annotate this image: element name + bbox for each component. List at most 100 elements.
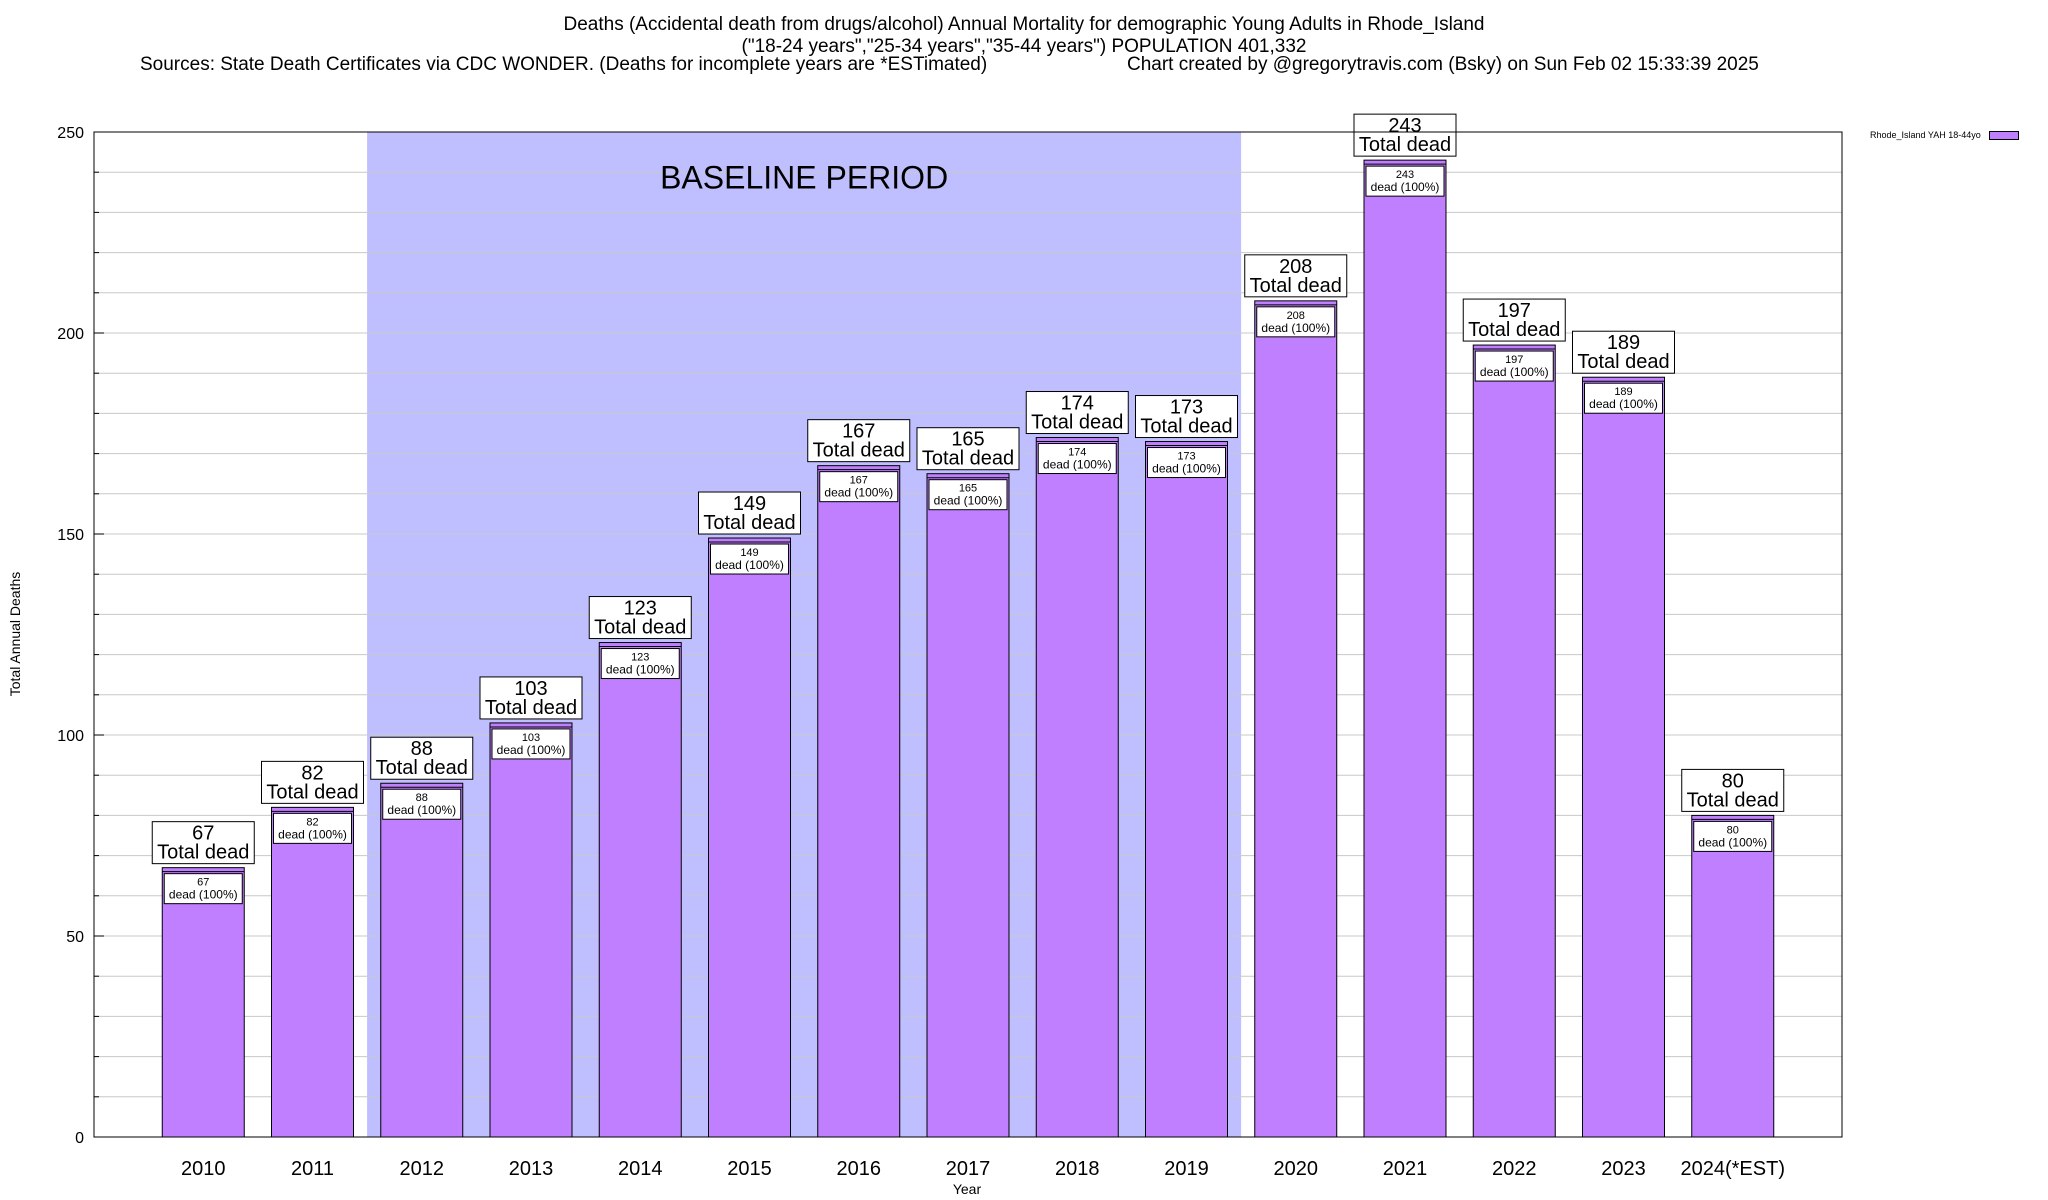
total-value-label: 80	[1722, 770, 1744, 792]
total-dead-label: Total dead	[157, 842, 249, 864]
x-tick-label: 2012	[400, 1158, 445, 1180]
inner-value-label: 165	[959, 483, 977, 495]
inner-label-box	[1365, 165, 1445, 197]
bar	[1363, 159, 1447, 1138]
inner-value-label: 174	[1068, 447, 1086, 459]
inner-label-box	[1256, 306, 1336, 338]
inner-value-label: 80	[1727, 824, 1739, 836]
total-label-box	[1135, 395, 1238, 439]
x-tick-label: 2015	[727, 1158, 772, 1180]
total-label-box	[698, 491, 801, 535]
total-dead-label: Total dead	[376, 757, 468, 779]
x-tick-label: 2022	[1492, 1158, 1537, 1180]
plot-frame	[93, 131, 1843, 1138]
total-label-box	[479, 676, 583, 720]
total-value-label: 103	[514, 678, 547, 700]
inner-percent-label: dead (100%)	[1589, 397, 1658, 411]
baseline-period-label: BASELINE PERIOD	[660, 159, 948, 195]
total-value-label: 197	[1498, 300, 1531, 322]
inner-value-label: 197	[1505, 354, 1523, 366]
bar	[1145, 441, 1228, 1138]
legend-label: Rhode_Island YAH 18-44yo	[1870, 130, 1981, 140]
total-dead-label: Total dead	[1140, 416, 1232, 438]
x-tick-label: 2011	[291, 1158, 334, 1180]
inner-label-box	[1037, 443, 1117, 475]
bar	[161, 867, 245, 1138]
inner-label-box	[1584, 382, 1663, 414]
inner-percent-label: dead (100%)	[1152, 462, 1221, 476]
inner-percent-label: dead (100%)	[824, 486, 893, 500]
inner-value-label: 123	[631, 652, 649, 664]
bar	[926, 473, 1010, 1138]
y-tick-label: 0	[75, 1130, 84, 1147]
bar	[708, 537, 791, 1138]
inner-value-label: 82	[306, 816, 318, 828]
total-value-label: 149	[733, 493, 766, 515]
inner-value-label: 189	[1614, 386, 1632, 398]
inner-percent-label: dead (100%)	[387, 803, 456, 817]
total-value-label: 189	[1607, 332, 1640, 354]
bar	[489, 722, 573, 1138]
inner-label-box	[1147, 447, 1226, 479]
bar	[1472, 344, 1556, 1138]
inner-value-label: 167	[850, 475, 868, 487]
x-tick-label: 2016	[837, 1158, 882, 1180]
total-label-box	[1244, 254, 1348, 298]
x-tick-label: 2021	[1383, 1158, 1428, 1180]
inner-value-label: 67	[197, 877, 209, 889]
x-tick-label: 2014	[618, 1158, 663, 1180]
total-label-box	[1025, 391, 1129, 435]
inner-percent-label: dead (100%)	[278, 827, 347, 841]
bar	[817, 465, 901, 1138]
total-value-label: 82	[301, 762, 323, 784]
chart-title-line-1: Deaths (Accidental death from drugs/alco…	[563, 14, 1485, 35]
inner-percent-label: dead (100%)	[497, 743, 566, 757]
total-dead-label: Total dead	[1359, 134, 1451, 156]
x-tick-label: 2023	[1601, 1158, 1646, 1180]
inner-label-box	[1693, 820, 1773, 852]
inner-percent-label: dead (100%)	[1043, 458, 1112, 472]
inner-percent-label: dead (100%)	[1371, 180, 1440, 194]
total-value-label: 208	[1279, 256, 1312, 278]
inner-value-label: 243	[1396, 169, 1414, 181]
total-dead-label: Total dead	[594, 617, 686, 639]
inner-label-box	[273, 812, 352, 844]
inner-value-label: 208	[1287, 310, 1305, 322]
total-label-box	[916, 427, 1020, 471]
inner-value-label: 88	[416, 792, 428, 804]
total-dead-label: Total dead	[813, 440, 905, 462]
total-label-box	[1462, 298, 1566, 342]
x-tick-label: 2017	[946, 1158, 991, 1180]
total-label-box	[151, 821, 255, 865]
inner-value-label: 149	[740, 547, 758, 559]
total-value-label: 167	[842, 421, 875, 443]
inner-percent-label: dead (100%)	[169, 888, 238, 902]
inner-percent-label: dead (100%)	[934, 494, 1003, 508]
bar	[271, 806, 354, 1138]
inner-label-box	[600, 648, 680, 680]
total-label-box	[370, 736, 474, 780]
bar	[598, 642, 682, 1138]
total-dead-label: Total dead	[703, 512, 795, 534]
total-value-label: 165	[951, 429, 984, 451]
x-tick-label: 2019	[1164, 1158, 1209, 1180]
bar	[1691, 814, 1775, 1138]
total-value-label: 123	[624, 598, 657, 620]
inner-percent-label: dead (100%)	[1698, 835, 1767, 849]
total-dead-label: Total dead	[1031, 412, 1123, 434]
total-dead-label: Total dead	[1250, 275, 1342, 297]
total-dead-label: Total dead	[1577, 351, 1669, 373]
inner-percent-label: dead (100%)	[606, 663, 675, 677]
bar	[380, 782, 464, 1138]
x-tick-label: 2020	[1274, 1158, 1319, 1180]
total-label-box	[261, 760, 364, 804]
inner-label-box	[1474, 350, 1554, 382]
total-label-box	[1572, 330, 1675, 374]
total-dead-label: Total dead	[922, 448, 1014, 470]
chart-legend: Rhode_Island YAH 18-44yo	[1870, 130, 2019, 140]
total-value-label: 174	[1061, 393, 1094, 415]
inner-label-box	[163, 873, 243, 905]
inner-label-box	[382, 788, 462, 820]
total-dead-label: Total dead	[1468, 319, 1560, 341]
